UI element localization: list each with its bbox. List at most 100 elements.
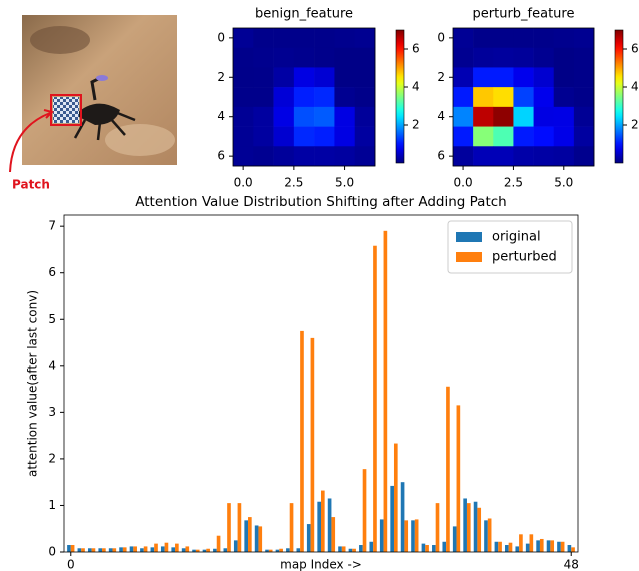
bar bbox=[233, 540, 238, 552]
bar bbox=[466, 503, 471, 552]
heatmap-cell bbox=[253, 146, 274, 167]
x-tick-label: 0 bbox=[67, 558, 75, 571]
bar bbox=[206, 548, 210, 552]
plot-frame bbox=[63, 214, 579, 553]
bar bbox=[508, 542, 513, 552]
x-tick-label: 5.0 bbox=[554, 176, 573, 190]
legend-swatch bbox=[456, 252, 482, 262]
bar bbox=[160, 546, 165, 552]
colorbar-tick-label: 2 bbox=[412, 118, 420, 132]
bar bbox=[91, 548, 96, 552]
heatmap-cell bbox=[513, 87, 534, 108]
heatmap-cell bbox=[293, 28, 315, 49]
bar bbox=[560, 541, 565, 552]
patch-label: Patch bbox=[12, 178, 50, 192]
bar bbox=[321, 490, 325, 552]
bar bbox=[248, 517, 252, 552]
heatmap-cell bbox=[533, 47, 555, 68]
bar bbox=[327, 498, 332, 552]
bar bbox=[289, 503, 294, 552]
bar bbox=[400, 482, 405, 552]
heatmap-cell bbox=[354, 67, 376, 88]
heatmap-cell bbox=[453, 106, 474, 127]
bar bbox=[192, 549, 196, 552]
bar bbox=[452, 526, 457, 552]
colorbar-tick-label: 2 bbox=[631, 118, 639, 132]
heatmap-cell bbox=[453, 28, 474, 49]
heatmap-cell bbox=[233, 28, 254, 49]
bar bbox=[432, 545, 436, 552]
bar bbox=[536, 540, 540, 552]
bar bbox=[164, 542, 169, 552]
bar bbox=[463, 498, 467, 552]
heatmap-cell bbox=[553, 67, 575, 88]
x-tick-label: 0.0 bbox=[234, 176, 253, 190]
heatmap-cell bbox=[493, 87, 514, 108]
bar bbox=[539, 538, 544, 552]
heatmap-cell bbox=[453, 87, 474, 108]
heatmap-cell bbox=[334, 28, 356, 49]
heatmap-cell bbox=[573, 146, 595, 167]
bar bbox=[546, 540, 551, 552]
heatmap-cell bbox=[253, 126, 274, 147]
heatmap-cell bbox=[314, 47, 335, 68]
bar bbox=[102, 548, 106, 552]
bar bbox=[213, 548, 217, 552]
heatmap-cell bbox=[233, 67, 254, 88]
heatmap-cell bbox=[293, 126, 315, 147]
bar bbox=[140, 548, 144, 552]
heatmap-cell bbox=[573, 106, 595, 127]
heatmap-cell bbox=[553, 28, 575, 49]
bar bbox=[237, 503, 242, 552]
heatmap-cell bbox=[233, 87, 254, 108]
bar bbox=[421, 543, 426, 552]
bar bbox=[550, 540, 555, 552]
bar bbox=[227, 503, 231, 552]
heatmap-cell bbox=[573, 67, 595, 88]
chart-title: perturb_feature bbox=[473, 7, 575, 22]
heatmap-cell bbox=[314, 106, 335, 127]
heatmap-cell bbox=[513, 47, 534, 68]
bar bbox=[171, 547, 176, 552]
heatmap-cell bbox=[253, 47, 274, 68]
bar bbox=[442, 541, 447, 552]
bar bbox=[456, 405, 461, 552]
bar bbox=[98, 548, 103, 552]
heatmap-cell bbox=[493, 67, 514, 88]
y-tick-label: 4 bbox=[217, 109, 225, 123]
bar bbox=[317, 501, 321, 552]
heatmap-cell bbox=[293, 106, 315, 127]
heatmap-cell bbox=[473, 126, 494, 147]
bar bbox=[498, 541, 502, 552]
bar bbox=[557, 541, 561, 552]
bar bbox=[268, 549, 273, 552]
heatmap-cell bbox=[553, 47, 575, 68]
bar bbox=[223, 548, 228, 552]
bar bbox=[341, 546, 346, 552]
heatmap-cell bbox=[473, 67, 494, 88]
heatmap-cell bbox=[233, 47, 254, 68]
bar bbox=[567, 545, 572, 552]
heatmap-cell bbox=[293, 67, 315, 88]
bar bbox=[446, 386, 450, 552]
y-tick-label: 2 bbox=[437, 70, 445, 84]
bar bbox=[505, 545, 509, 552]
bar bbox=[112, 548, 117, 552]
heatmap-cell bbox=[453, 146, 474, 167]
bar bbox=[359, 545, 363, 552]
heatmap-cell bbox=[493, 126, 514, 147]
bar bbox=[265, 549, 269, 552]
y-tick-label: 6 bbox=[217, 149, 225, 163]
bar bbox=[154, 543, 158, 552]
bar bbox=[202, 549, 207, 552]
heatmap-cell bbox=[513, 106, 534, 127]
bar bbox=[515, 546, 520, 552]
heatmap-cell bbox=[573, 28, 595, 49]
y-tick-label: 6 bbox=[48, 265, 56, 279]
y-tick-label: 4 bbox=[437, 109, 445, 123]
bar bbox=[77, 548, 82, 552]
heatmap-cell bbox=[573, 47, 595, 68]
x-tick-label: 5.0 bbox=[335, 176, 354, 190]
bar bbox=[275, 549, 280, 552]
heatmap-cell bbox=[533, 126, 555, 147]
